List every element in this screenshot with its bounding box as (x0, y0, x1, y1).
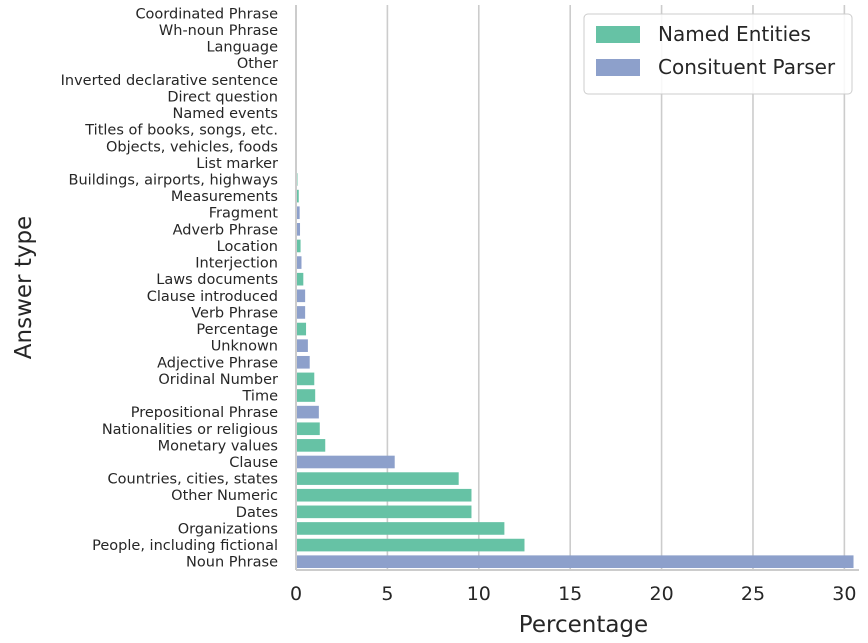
x-tick-label: 30 (832, 583, 856, 605)
bar (296, 439, 326, 452)
y-tick-label: People, including fictional (92, 538, 278, 554)
bar (296, 505, 472, 519)
grid-lines (295, 5, 846, 570)
y-tick-label: Noun Phrase (186, 555, 278, 571)
legend-label-consituent-parser: Consituent Parser (658, 55, 836, 79)
y-tick-label: Titles of books, songs, etc. (84, 123, 278, 139)
y-tick-label: Other (237, 56, 278, 72)
bar (296, 306, 306, 319)
y-tick-label: Interjection (195, 256, 278, 272)
y-tick-label: Adverb Phrase (173, 222, 278, 238)
x-tick-label: 5 (381, 583, 393, 605)
bar (296, 522, 505, 535)
bar (296, 405, 319, 419)
y-tick-label: Time (242, 389, 279, 405)
bar (296, 239, 301, 253)
bar (296, 538, 525, 552)
y-tick-label: Other Numeric (171, 488, 278, 504)
bars (296, 156, 854, 569)
y-tick-label: Laws documents (156, 272, 278, 288)
legend-box (583, 13, 853, 95)
y-tick-label: Monetary values (158, 438, 278, 454)
y-tick-label: Named events (173, 106, 278, 122)
bar (296, 389, 316, 402)
legend-label-named-entities: Named Entities (658, 22, 811, 46)
y-tick-label: Verb Phrase (191, 305, 278, 321)
y-tick-label: Adjective Phrase (157, 355, 278, 371)
x-tick-label: 0 (290, 583, 302, 605)
y-tick-label: Clause introduced (147, 289, 278, 305)
y-tick-label: Oridinal Number (158, 372, 278, 388)
x-tick-label: 25 (741, 583, 765, 605)
bar (296, 189, 299, 203)
x-tick-label: 20 (649, 583, 673, 605)
x-tick-label: 15 (558, 583, 582, 605)
x-axis-title: Percentage (519, 612, 648, 638)
y-tick-label: Buildings, airports, highways (69, 172, 278, 188)
legend-swatch-named-entities (596, 26, 640, 43)
y-tick-label: Measurements (171, 189, 278, 205)
bar (296, 272, 304, 286)
bar (296, 355, 310, 369)
y-tick-label: Coordinated Phrase (135, 6, 278, 22)
y-tick-label: Wh-noun Phrase (159, 23, 278, 39)
plot-frame (295, 5, 859, 571)
bar (296, 472, 459, 485)
bar (296, 206, 300, 220)
y-tick-label: Nationalities or religious (102, 422, 278, 438)
legend-swatch-consituent-parser (596, 59, 640, 76)
y-tick-label: Clause (229, 455, 278, 471)
y-tick-label: Organizations (178, 521, 278, 537)
y-tick-label: Countries, cities, states (108, 472, 278, 488)
y-tick-label: Percentage (196, 322, 278, 338)
bar (296, 555, 854, 569)
bar (296, 223, 301, 236)
bar (296, 372, 315, 386)
y-tick-label: Inverted declarative sentence (61, 73, 278, 89)
y-tick-label: Direct question (167, 89, 278, 105)
bar (296, 256, 302, 269)
y-tick-label: List marker (196, 156, 278, 172)
bar (296, 322, 307, 336)
legend: Named Entities Consituent Parser (583, 13, 853, 95)
y-tick-label: Prepositional Phrase (131, 405, 278, 421)
x-tick-labels: 0 5 10 15 20 25 30 (290, 583, 857, 605)
y-tick-label: Unknown (211, 339, 278, 355)
bar (296, 289, 306, 303)
bar (296, 455, 395, 469)
y-tick-label: Fragment (209, 206, 279, 222)
y-tick-label: Objects, vehicles, foods (106, 139, 278, 155)
y-tick-label: Dates (236, 505, 278, 521)
y-tick-label: Location (217, 239, 278, 255)
bar (296, 488, 472, 502)
bar (296, 339, 308, 352)
y-tick-label: Language (206, 40, 278, 56)
x-tick-label: 10 (467, 583, 491, 605)
y-axis-title: Answer type (11, 216, 37, 359)
bar (296, 422, 320, 436)
